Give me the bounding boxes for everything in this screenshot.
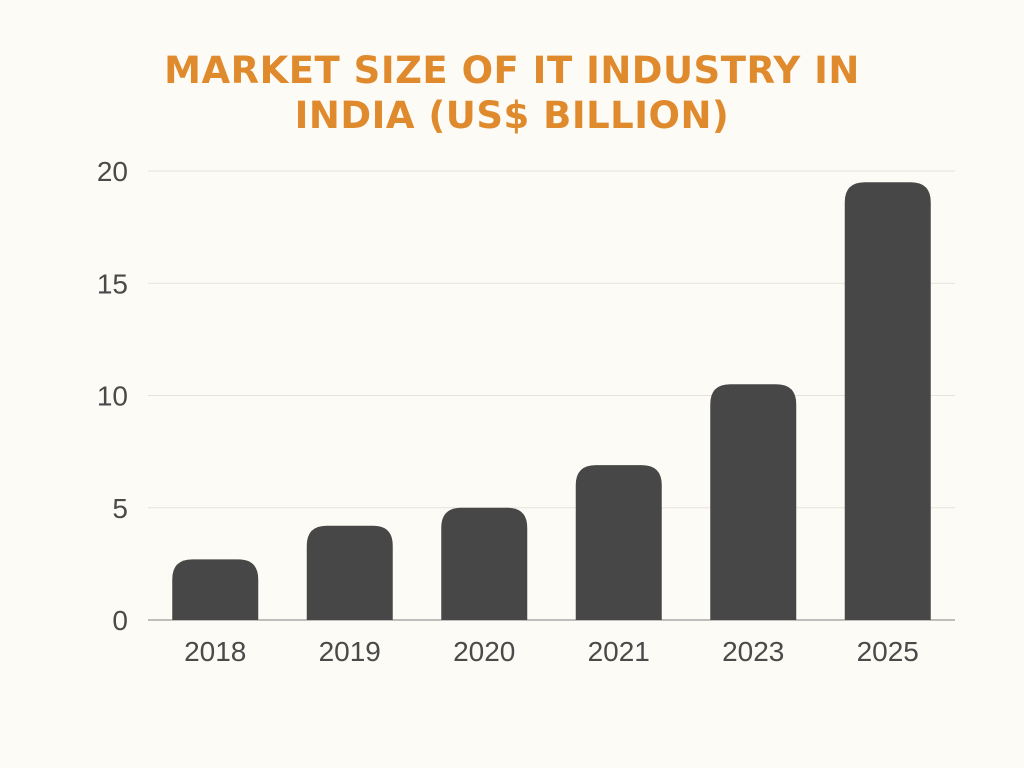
y-tick-label: 5 — [112, 493, 128, 524]
bar — [575, 465, 662, 620]
y-tick-label: 15 — [97, 268, 128, 299]
bar — [710, 384, 797, 620]
x-axis-tick-labels: 2018 2019 2020 2021 2023 2025 — [184, 636, 919, 667]
bar — [172, 559, 259, 620]
chart-title-line-1: MARKET SIZE OF IT INDUSTRY IN — [164, 49, 860, 92]
bar — [844, 182, 931, 620]
bar — [306, 525, 393, 620]
gridlines — [148, 170, 955, 621]
y-axis-tick-labels: 0 5 10 15 20 — [97, 156, 128, 636]
x-tick-label: 2018 — [184, 636, 246, 667]
y-tick-label: 0 — [112, 605, 128, 636]
chart-title-line-2: INDIA (US$ BILLION) — [294, 94, 730, 137]
x-tick-label: 2023 — [722, 636, 784, 667]
bars — [172, 182, 931, 620]
x-tick-label: 2025 — [857, 636, 919, 667]
x-tick-label: 2020 — [453, 636, 515, 667]
y-tick-label: 20 — [97, 156, 128, 187]
x-tick-label: 2021 — [588, 636, 650, 667]
chart-title: MARKET SIZE OF IT INDUSTRY IN INDIA (US$… — [112, 48, 912, 138]
y-tick-label: 10 — [97, 381, 128, 412]
bar — [441, 507, 528, 620]
x-tick-label: 2019 — [319, 636, 381, 667]
